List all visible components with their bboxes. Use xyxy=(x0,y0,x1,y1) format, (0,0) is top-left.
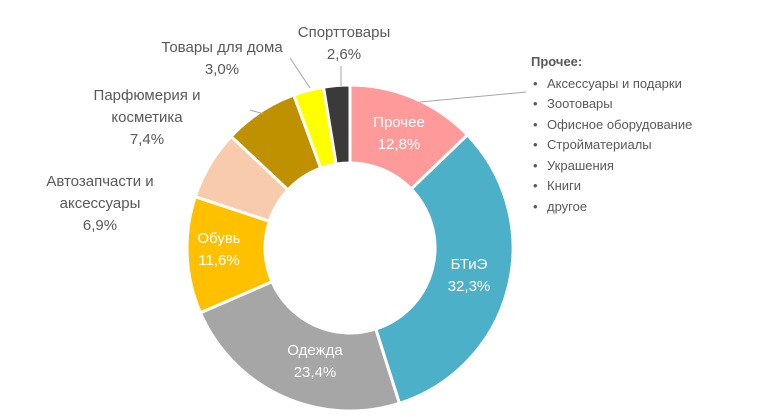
slice-name-label: Товары для дома xyxy=(161,39,283,56)
slice-name-label: Автозапчасти и xyxy=(46,173,153,190)
slice-value-label: 12,8% xyxy=(378,136,421,153)
slice-name-label: БТиЭ xyxy=(451,256,488,273)
legend-item: Зоотовары xyxy=(531,94,771,115)
slice-name-label: Парфюмерия и xyxy=(94,87,201,104)
slice-value-label: 3,0% xyxy=(205,61,239,78)
legend-leader-line xyxy=(419,91,527,103)
slice-value-label: 32,3% xyxy=(448,278,491,295)
slice-value-label: 7,4% xyxy=(130,131,164,148)
leader-line xyxy=(289,57,311,89)
donut-slice xyxy=(321,83,352,166)
legend-list: Аксессуары и подарки Зоотовары Офисное о… xyxy=(531,74,771,218)
legend-item: Книги xyxy=(531,176,771,197)
slice-outside-label: Товары для дома 3,0% xyxy=(161,39,283,78)
slice-outside-label: Спорттовары 2,6% xyxy=(298,24,391,63)
slice-name-label: Прочее xyxy=(373,114,425,131)
legend-box: Прочее: Аксессуары и подарки Зоотовары О… xyxy=(531,52,771,217)
slice-name-label: Одежда xyxy=(287,342,343,359)
legend-item: Аксессуары и подарки xyxy=(531,74,771,95)
slice-name-label: Обувь xyxy=(197,230,240,247)
slice-value-label: 11,6% xyxy=(198,252,239,269)
legend-item: Офисное оборудование xyxy=(531,115,771,136)
slice-value-label: 6,9% xyxy=(83,217,117,234)
donut-slice xyxy=(373,132,515,406)
slice-name-label: Спорттовары xyxy=(298,24,391,41)
slice-outside-label: Парфюмерия и косметика 7,4% xyxy=(94,87,201,148)
legend-item: другое xyxy=(531,197,771,218)
leader-line xyxy=(249,109,265,115)
slice-value-label: 2,6% xyxy=(327,46,361,63)
slice-outside-label: Автозапчасти и аксессуары 6,9% xyxy=(46,173,153,234)
legend-item: Стройматериалы xyxy=(531,135,771,156)
legend-item: Украшения xyxy=(531,156,771,177)
donut-slice xyxy=(198,279,402,413)
slice-name-label: аксессуары xyxy=(60,195,141,212)
slice-value-label: 23,4% xyxy=(294,364,337,381)
slice-name-label: косметика xyxy=(111,109,183,126)
legend-title: Прочее: xyxy=(531,54,583,69)
